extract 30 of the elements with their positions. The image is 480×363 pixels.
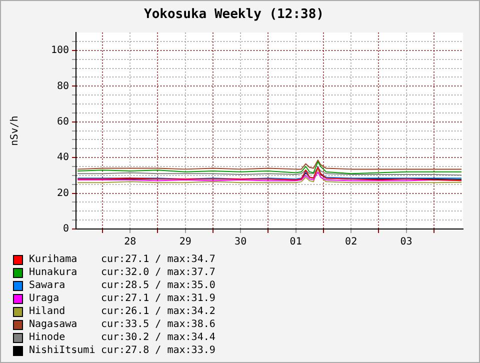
x-tick-label: 30 — [234, 236, 247, 248]
y-tick-label: 100 — [50, 45, 69, 56]
x-tick-label: 01 — [290, 236, 302, 248]
y-tick-label: 20 — [56, 188, 69, 199]
y-tick-label: 0 — [62, 224, 69, 235]
text: cur:27.1 / max:31.9 — [101, 292, 216, 305]
text: cur:33.5 / max:38.6 — [101, 318, 216, 331]
chart-title: Yokosuka Weekly (12:38) — [144, 7, 324, 22]
text: cur:32.0 / max:37.7 — [101, 266, 216, 279]
legend-label: Nagasawa — [29, 318, 78, 331]
text: cur:27.1 / max:34.7 — [101, 253, 216, 266]
y-axis-title: nSv/h — [10, 116, 21, 146]
text: cur:27.8 / max:33.9 — [101, 344, 216, 357]
text: cur:28.5 / max:35.0 — [101, 279, 216, 292]
legend-label: Kurihama — [29, 253, 78, 266]
y-tick-label: 80 — [56, 80, 69, 92]
text: cur:26.1 / max:34.2 — [101, 305, 216, 318]
x-tick-label: 29 — [179, 236, 192, 248]
legend-label: Hunakura — [29, 266, 78, 279]
legend-label: Sawara — [29, 279, 66, 292]
legend-label: Uraga — [29, 292, 60, 305]
legend-label: Hiland — [29, 305, 66, 318]
text: cur:30.2 / max:34.4 — [101, 331, 216, 344]
x-tick-label: 03 — [400, 236, 412, 248]
y-tick-label: 60 — [56, 116, 69, 128]
legend-label: Hinode — [29, 331, 66, 344]
x-tick-label: 28 — [124, 236, 136, 248]
y-tick-label: 40 — [56, 152, 69, 164]
x-tick-label: 02 — [345, 236, 358, 248]
legend-label: NishiItsumi — [29, 344, 96, 357]
